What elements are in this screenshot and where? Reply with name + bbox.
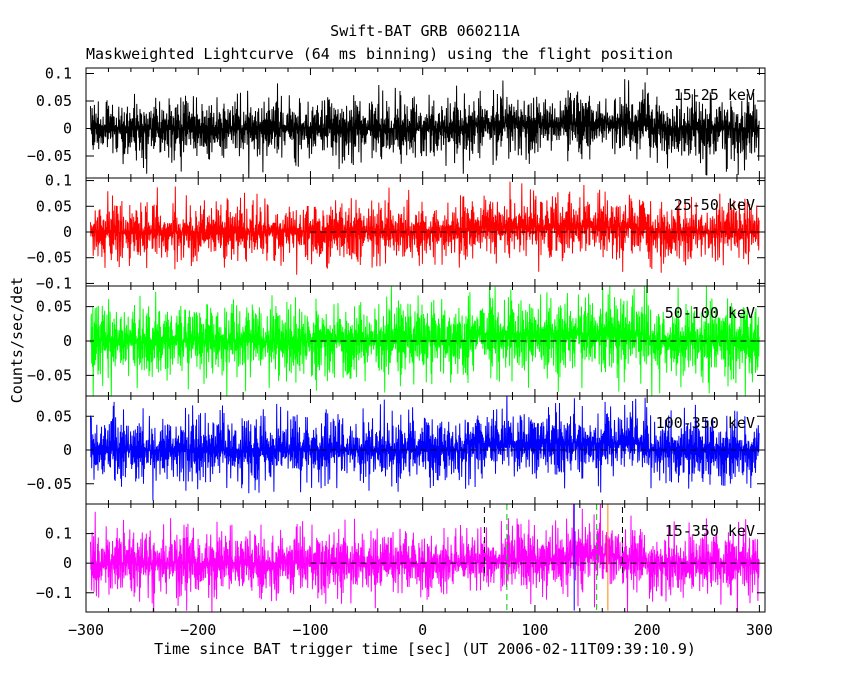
panel-3: 50-100 keV 0.05 0 −0.05: [27, 285, 766, 397]
y-tick-label: −0.1: [36, 274, 72, 292]
x-tick-label: 300: [746, 621, 773, 639]
y-tick-label: −0.1: [36, 584, 72, 602]
y-tick-label: 0: [63, 223, 72, 241]
series-line-1: [90, 79, 760, 178]
panel-frame: [85, 503, 766, 613]
y-axis-label: Counts/sec/det: [8, 277, 26, 403]
x-axis-label: Time since BAT trigger time [sec] (UT 20…: [154, 640, 696, 658]
series-line-4: [90, 396, 760, 501]
y-tick-label: −0.05: [27, 475, 72, 493]
series-line-2: [90, 181, 760, 275]
series-line-5: [90, 504, 760, 612]
y-tick-label: 0.05: [36, 298, 72, 316]
y-tick-label: −0.05: [27, 249, 72, 267]
y-tick-label: 0: [63, 554, 72, 572]
chart-subtitle: Maskweighted Lightcurve (64 ms binning) …: [86, 45, 673, 63]
panel-4: 100-350 keV 0.05 0 −0.05: [27, 395, 766, 505]
y-tick-label: 0.05: [36, 407, 72, 425]
x-tick-label: 100: [521, 621, 548, 639]
x-tick-label: −300: [68, 621, 104, 639]
panel-label: 15-350 keV: [665, 522, 755, 540]
x-tick-label: −100: [292, 621, 328, 639]
y-tick-label: −0.05: [27, 366, 72, 384]
series-line-3: [90, 286, 760, 396]
chart-title: Swift-BAT GRB 060211A: [330, 22, 520, 40]
panel-label: 15-25 keV: [674, 86, 755, 104]
y-tick-label: 0.05: [36, 197, 72, 215]
x-tick-label: −200: [180, 621, 216, 639]
y-tick-label: 0.1: [45, 172, 72, 190]
y-tick-label: 0.1: [45, 65, 72, 83]
y-tick-label: 0: [63, 441, 72, 459]
panel-5: 15-350 keV 0.1 0 −0.1: [36, 503, 766, 613]
y-tick-label: 0: [63, 332, 72, 350]
panel-2: 25-50 keV 0.1 0.05 0 −0.05 −0.1: [27, 172, 766, 292]
panels-layer: 15-25 keV 0.1 0.05 0 −0.05 25-50 keV 0.1 0.05 0 −…: [27, 65, 773, 640]
panel-1: 15-25 keV 0.1 0.05 0 −0.05: [27, 65, 766, 179]
panel-label: 100-350 keV: [656, 414, 755, 432]
y-tick-label: −0.05: [27, 147, 72, 165]
y-tick-label: 0: [63, 120, 72, 138]
x-tick-label: 200: [634, 621, 661, 639]
panel-label: 25-50 keV: [674, 196, 755, 214]
y-tick-label: 0.1: [45, 525, 72, 543]
panel-label: 50-100 keV: [665, 304, 755, 322]
y-tick-label: 0.05: [36, 92, 72, 110]
x-tick-label: 0: [418, 621, 427, 639]
